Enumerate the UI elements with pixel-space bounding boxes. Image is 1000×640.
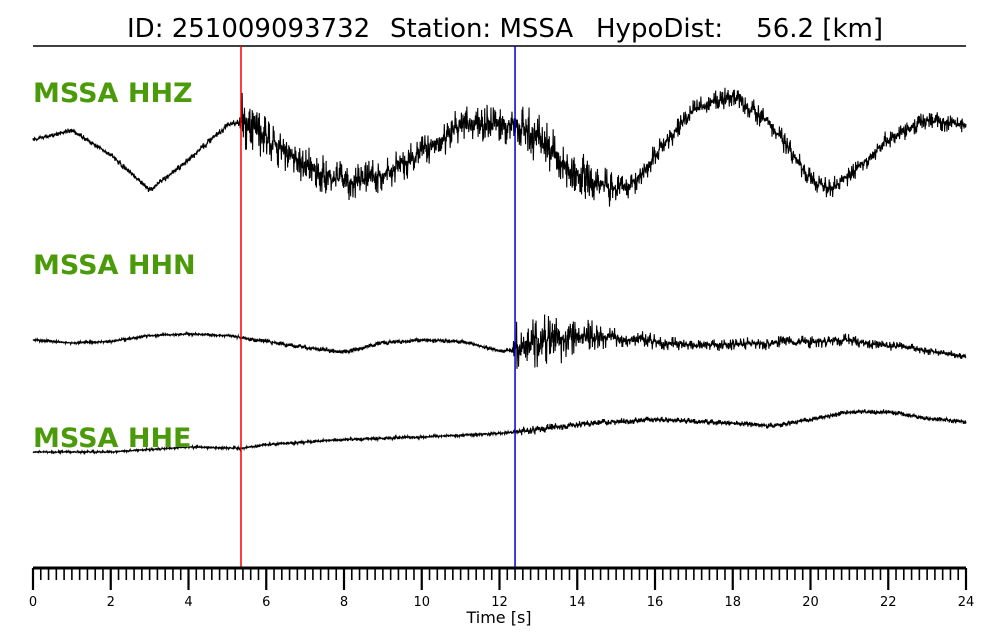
x-tick-label: 6 <box>262 595 270 610</box>
time-axis: 0 2 4 6 8 10 12 14 16 18 20 22 24 <box>29 566 975 610</box>
traces-layer <box>32 87 967 456</box>
trace-label-hhn: MSSA HHN <box>33 250 196 281</box>
x-tick-label: 16 <box>647 595 664 610</box>
x-tick-label: 2 <box>107 595 115 610</box>
trace-label-hhe: MSSA HHE <box>33 423 191 454</box>
title-hypodist: HypoDist: 56.2 [km] <box>596 14 883 44</box>
x-tick-label: 14 <box>569 595 586 610</box>
title-station: Station: MSSA <box>390 14 573 44</box>
title-id: ID: 251009093732 <box>127 14 370 44</box>
trace-line <box>32 409 967 456</box>
trace-line <box>32 314 967 369</box>
x-tick-label: 12 <box>491 595 508 610</box>
x-tick-label: 18 <box>724 595 741 610</box>
x-tick-label: 20 <box>802 595 819 610</box>
x-tick-label: 4 <box>184 595 192 610</box>
x-axis-label: Time [s] <box>465 608 531 627</box>
x-tick-label: 8 <box>340 595 348 610</box>
x-tick-label: 22 <box>880 595 897 610</box>
picks-layer <box>240 46 516 568</box>
x-tick-label: 0 <box>29 595 37 610</box>
x-tick-label: 24 <box>958 595 975 610</box>
x-tick-label: 10 <box>413 595 430 610</box>
trace-label-hhz: MSSA HHZ <box>33 78 193 109</box>
trace-line <box>32 87 967 207</box>
